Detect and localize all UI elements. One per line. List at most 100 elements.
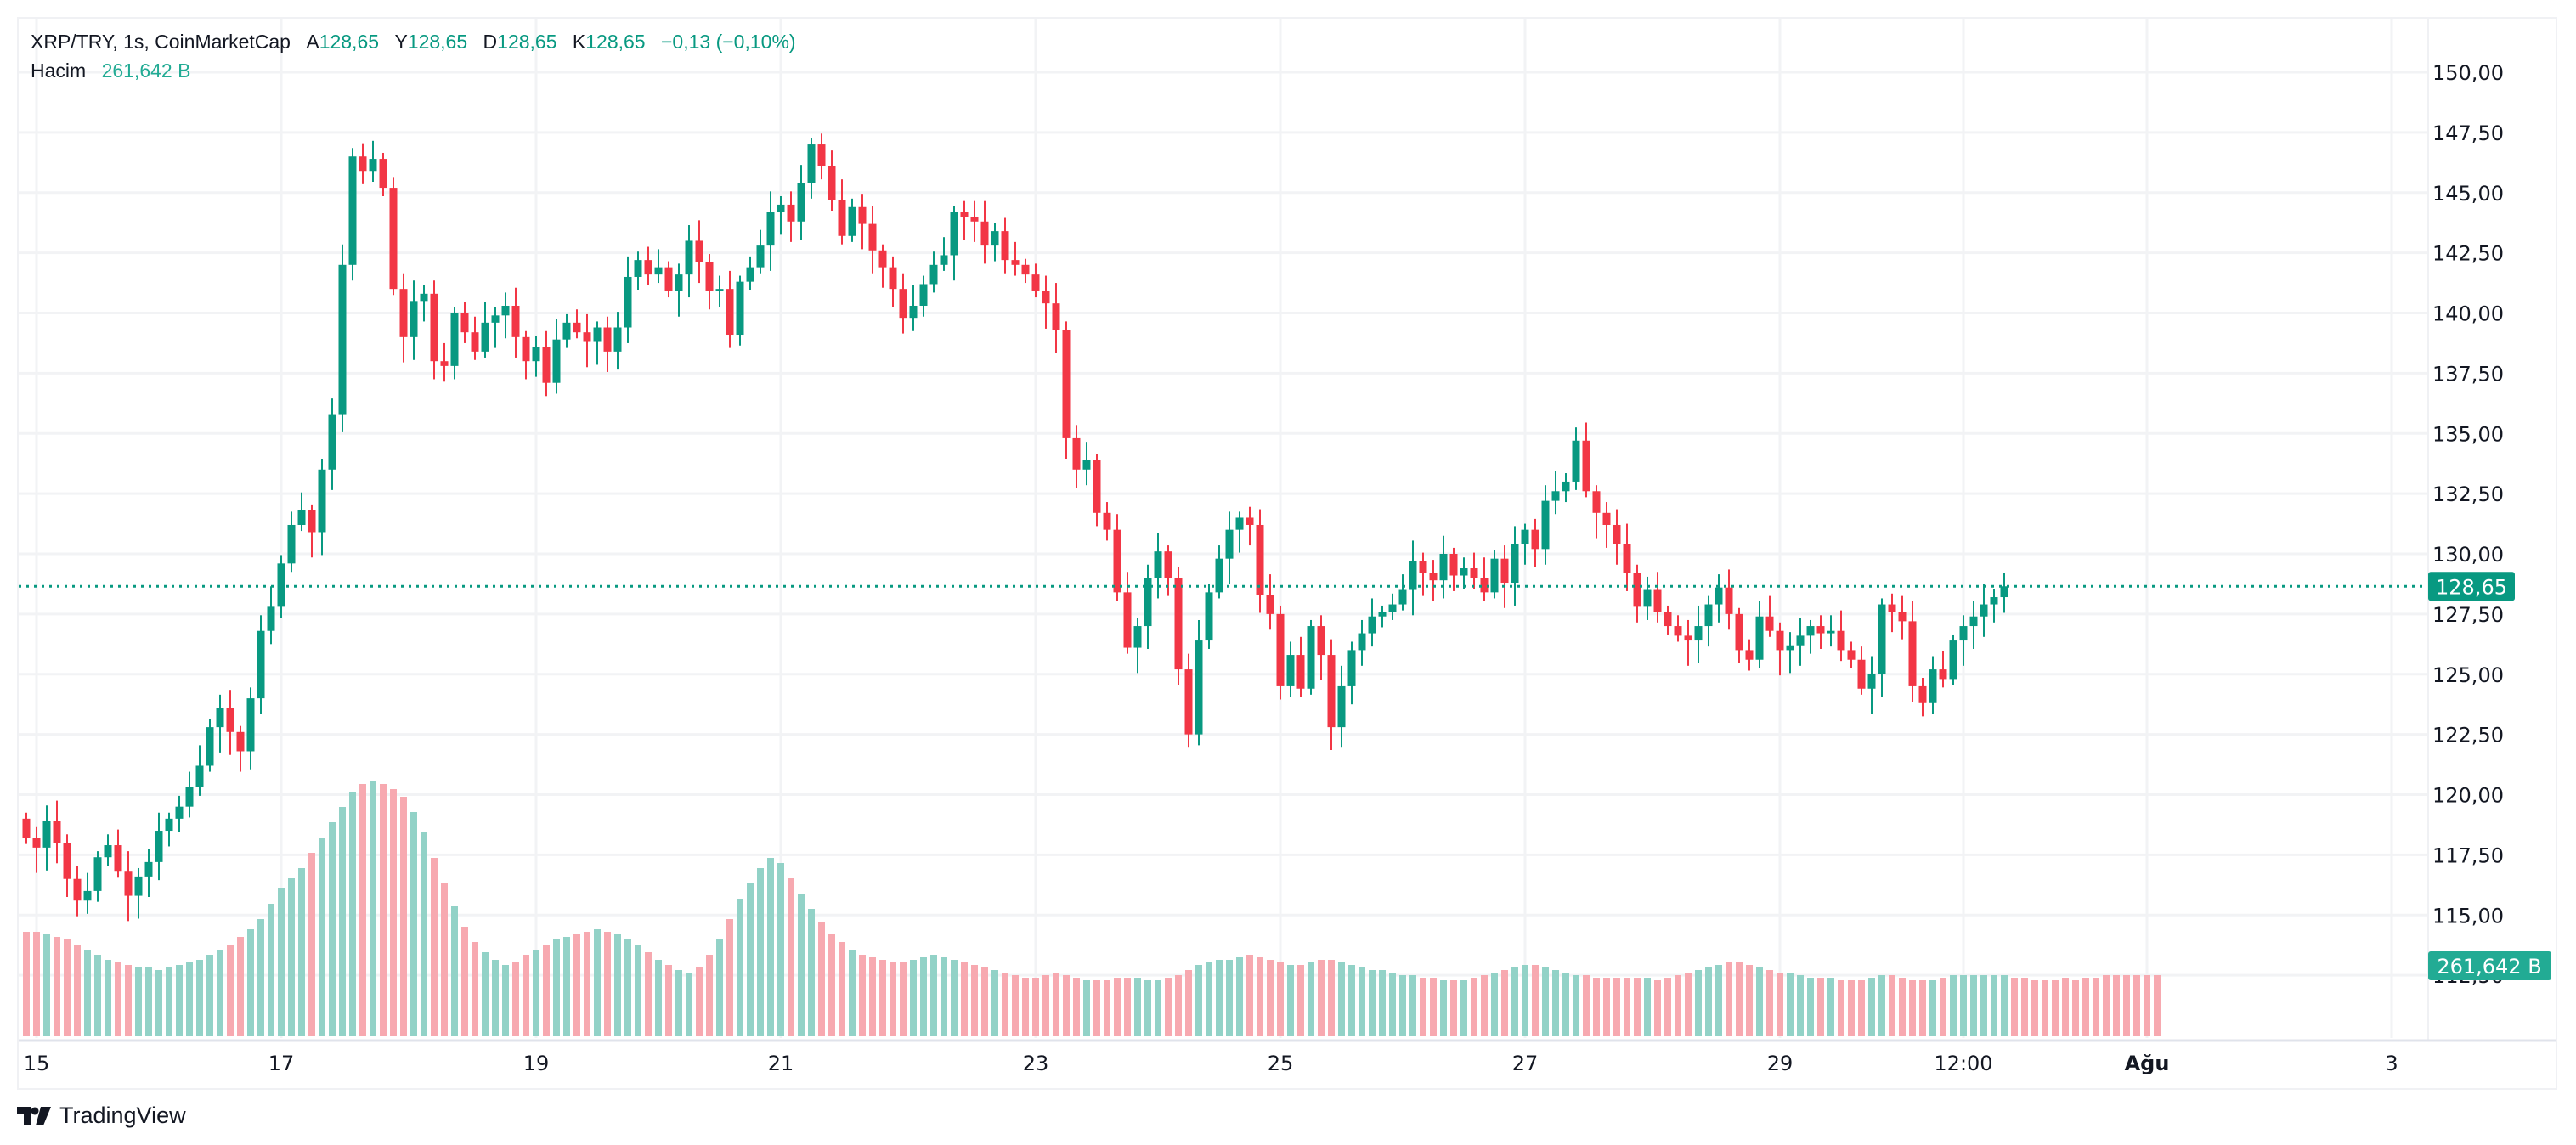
- candle-body: [267, 606, 275, 631]
- low-value: 128,65: [497, 31, 557, 53]
- candle: [1021, 258, 1030, 284]
- candle-body: [1541, 500, 1550, 550]
- candle: [338, 244, 347, 432]
- volume-bar: [1583, 975, 1590, 1036]
- volume-bar: [767, 858, 774, 1036]
- candle-body: [1470, 568, 1478, 578]
- volume-bar: [1471, 978, 1477, 1036]
- candle-body: [1562, 481, 1570, 492]
- candle: [22, 812, 31, 844]
- volume-bar: [2103, 975, 2110, 1036]
- candle-body: [1439, 554, 1448, 581]
- volume-bar: [1369, 970, 1376, 1036]
- candle-body: [848, 206, 856, 236]
- candle-body: [73, 878, 82, 901]
- candle-body: [1531, 529, 1539, 550]
- candle-body: [501, 305, 510, 316]
- candle: [1031, 263, 1040, 298]
- candle-body: [1551, 491, 1560, 501]
- price-tick-label: 145,00: [2432, 182, 2504, 206]
- volume-bar: [1012, 975, 1019, 1036]
- candle: [817, 133, 826, 180]
- volume-bar: [2021, 978, 2028, 1036]
- volume-bar: [1460, 980, 1467, 1036]
- candle-body: [552, 339, 561, 383]
- candle: [379, 152, 387, 197]
- price-tick-label: 127,50: [2432, 603, 2504, 627]
- volume-bar: [1991, 975, 1997, 1036]
- price-axis: 150,00 147,50 145,00 142,50 140,00 137,50 135,…: [2432, 61, 2504, 988]
- volume-bar: [1114, 978, 1121, 1036]
- candle-body: [1409, 561, 1417, 590]
- candle: [1531, 518, 1539, 567]
- time-tick-label: Ağu: [2125, 1052, 2170, 1075]
- candle-body: [980, 221, 989, 246]
- candle: [1235, 511, 1244, 553]
- volume-bar: [1002, 973, 1008, 1036]
- volume-bar: [1073, 978, 1080, 1036]
- candle-body: [338, 264, 347, 415]
- candle: [185, 771, 194, 818]
- candle: [940, 237, 948, 271]
- candle-body: [175, 806, 184, 819]
- candle: [603, 316, 612, 372]
- candle-body: [1776, 630, 1784, 651]
- candle: [1653, 572, 1662, 623]
- volume-bar: [196, 960, 203, 1036]
- volume-bar: [1848, 980, 1855, 1036]
- price-tick-label: 125,00: [2432, 663, 2504, 687]
- candle: [308, 504, 316, 558]
- candle: [777, 196, 785, 235]
- candle-body: [1460, 568, 1468, 576]
- candle-body: [1643, 589, 1652, 607]
- volume-bar: [33, 932, 40, 1036]
- volume-bar: [441, 883, 448, 1036]
- candle: [1694, 605, 1703, 663]
- time-tick-label: 17: [268, 1052, 295, 1075]
- volume-bar: [1185, 970, 1192, 1036]
- candle-body: [1888, 604, 1896, 612]
- candle: [583, 313, 591, 368]
- candle-body: [1235, 517, 1244, 530]
- volume-bar: [614, 934, 621, 1036]
- symbol-title[interactable]: XRP/TRY, 1s, CoinMarketCap: [31, 31, 291, 53]
- time-tick-label: 29: [1767, 1052, 1794, 1075]
- candle-body: [1093, 460, 1101, 513]
- candle-body: [1847, 650, 1856, 660]
- candle: [634, 251, 642, 290]
- candle-body: [491, 315, 500, 323]
- volume-bar: [166, 967, 172, 1036]
- candle: [1144, 564, 1152, 649]
- volume-bar: [43, 934, 50, 1036]
- time-tick-label: 3: [2385, 1052, 2398, 1075]
- volume-bar: [217, 950, 223, 1036]
- time-tick-label: 12:00: [1934, 1052, 1992, 1075]
- candle-body: [1969, 616, 1978, 627]
- candle: [1164, 545, 1172, 596]
- candle: [1664, 605, 1672, 635]
- volume-bar: [1175, 975, 1182, 1036]
- candle-body: [1582, 440, 1590, 492]
- candle: [175, 795, 184, 832]
- candle: [1725, 569, 1733, 630]
- volume-bar: [461, 927, 468, 1036]
- candle: [868, 206, 877, 274]
- volume-bar: [1858, 980, 1865, 1036]
- volume-label[interactable]: Hacim: [31, 59, 87, 82]
- candle: [155, 812, 163, 881]
- candle-body: [1082, 460, 1091, 470]
- volume-bar: [186, 962, 193, 1036]
- volume-bar: [105, 960, 111, 1036]
- volume-bar: [991, 970, 998, 1036]
- candle-body: [430, 293, 438, 362]
- volume-bar: [1685, 973, 1692, 1036]
- candle-body: [654, 267, 663, 275]
- volume-bar: [380, 784, 387, 1036]
- candle: [471, 316, 479, 360]
- candle-body: [858, 206, 867, 224]
- volume-bar: [1624, 978, 1630, 1036]
- tradingview-logo[interactable]: TradingView: [17, 1103, 186, 1129]
- candle-body: [144, 861, 153, 877]
- volume-bar: [349, 792, 356, 1036]
